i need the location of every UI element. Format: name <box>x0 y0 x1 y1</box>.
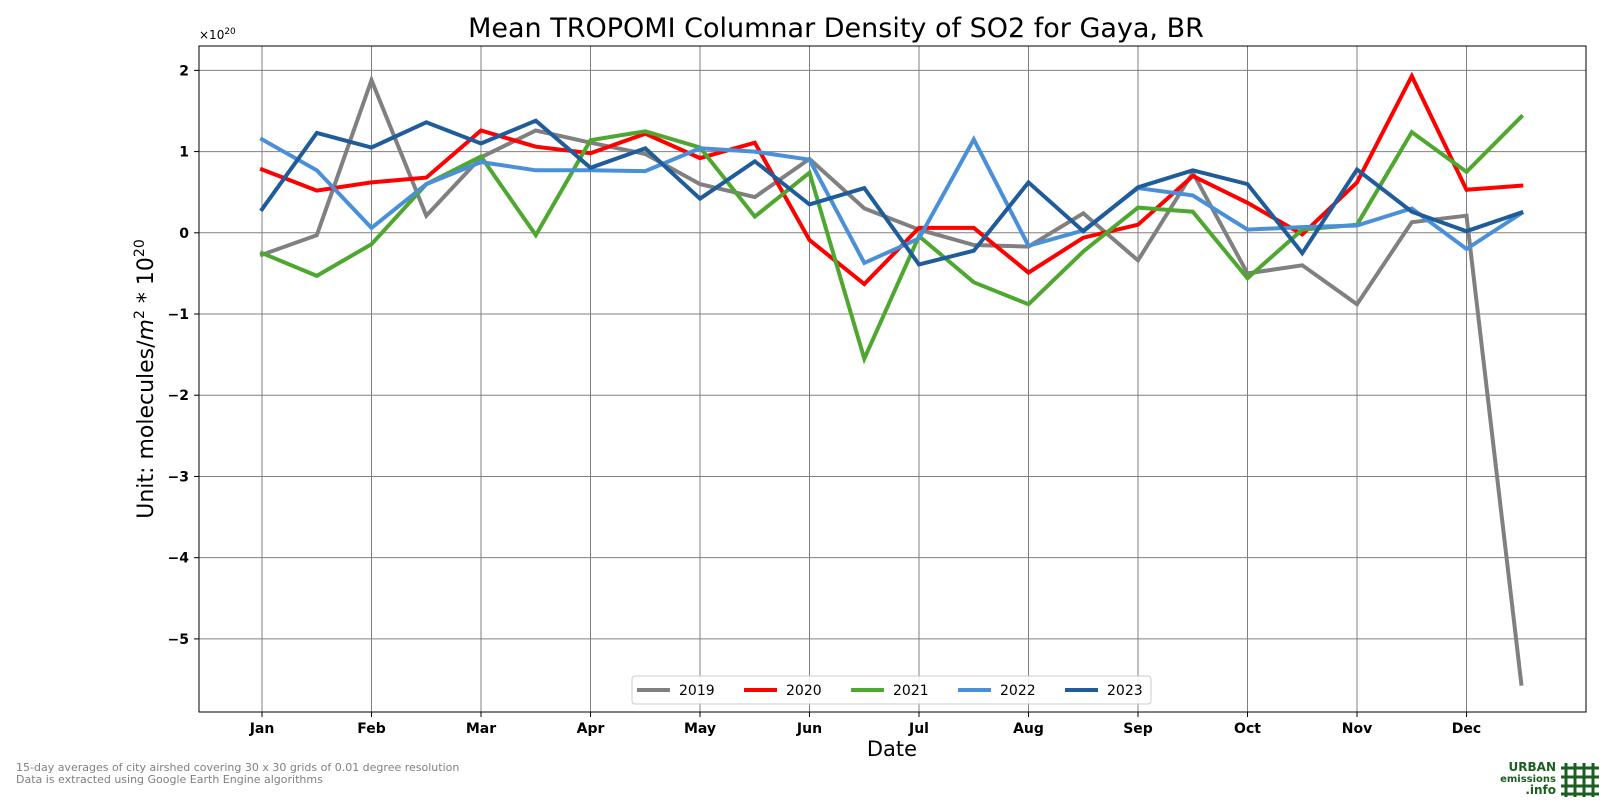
x-tick-label: Apr <box>577 721 605 737</box>
y-tick-label: −1 <box>168 307 189 323</box>
y-axis-label-base: Unit: molecules/ <box>134 340 159 519</box>
x-tick-label: May <box>684 721 716 737</box>
y-axis-label-mid: * 10 <box>134 257 159 310</box>
y-tick-label: 0 <box>179 226 189 242</box>
x-tick-label: Sep <box>1123 721 1153 737</box>
legend-label-2022: 2022 <box>1000 683 1036 699</box>
logo-text-urban: URBAN <box>1508 760 1556 774</box>
x-tick-label: Oct <box>1234 721 1261 737</box>
legend-label-2019: 2019 <box>679 683 715 699</box>
y-axis-label: Unit: molecules/m2 * 1020 <box>132 239 159 518</box>
series-line-2023 <box>259 118 1524 267</box>
series-line-2022 <box>259 135 1525 266</box>
x-tick-label: Jun <box>796 721 822 737</box>
y-offset-text: ×1020 <box>199 27 236 42</box>
x-tick-label: Jul <box>908 721 929 737</box>
legend-label-2023: 2023 <box>1107 683 1143 699</box>
y-tick-label: 2 <box>179 63 189 79</box>
series-line-2021 <box>259 113 1525 365</box>
x-tick-label: Feb <box>357 721 386 737</box>
y-axis-label-m-exp: 2 <box>132 310 148 319</box>
x-tick-label: Jan <box>249 721 275 737</box>
y-tick-label: −5 <box>168 632 189 648</box>
y-offset-exp: 20 <box>224 27 236 37</box>
y-offset-base: ×10 <box>199 28 224 42</box>
y-tick-label: −4 <box>168 551 190 567</box>
y-axis-label-exp: 20 <box>132 239 148 257</box>
legend-label-2021: 2021 <box>893 683 929 699</box>
x-tick-label: Aug <box>1013 721 1044 737</box>
y-axis-label-m: m <box>134 319 159 340</box>
x-axis-ticks: Jan Feb Mar Apr May Jun Jul Aug Sep Oct Nov Dec <box>249 712 1481 737</box>
urban-emissions-logo: URBAN emissions .info <box>1500 760 1600 798</box>
chart-title: Mean TROPOMI Columnar Density of SO2 for… <box>468 13 1204 44</box>
grid-mark-icon <box>1561 763 1599 797</box>
x-tick-label: Mar <box>466 721 496 737</box>
logo-text-info: .info <box>1525 783 1556 797</box>
plot-frame <box>198 45 1587 713</box>
x-tick-label: Nov <box>1342 721 1372 737</box>
y-tick-label: 1 <box>179 145 189 161</box>
series-lines <box>259 71 1525 686</box>
footnote-line-1: 15-day averages of city airshed covering… <box>16 761 460 774</box>
legend-label-2020: 2020 <box>786 683 822 699</box>
legend-box <box>631 675 1152 705</box>
x-tick-label: Dec <box>1452 721 1481 737</box>
logo-text-emissions: emissions <box>1500 774 1556 785</box>
footnote-line-2: Data is extracted using Google Earth Eng… <box>16 773 323 786</box>
y-tick-label: −2 <box>168 388 189 404</box>
x-axis-label: Date <box>867 737 917 761</box>
y-tick-label: −3 <box>168 469 189 485</box>
y-axis-ticks: 2 1 0 −1 −2 −3 −4 −5 <box>168 63 199 648</box>
legend: 2019 2020 2021 2022 2023 <box>631 675 1152 705</box>
